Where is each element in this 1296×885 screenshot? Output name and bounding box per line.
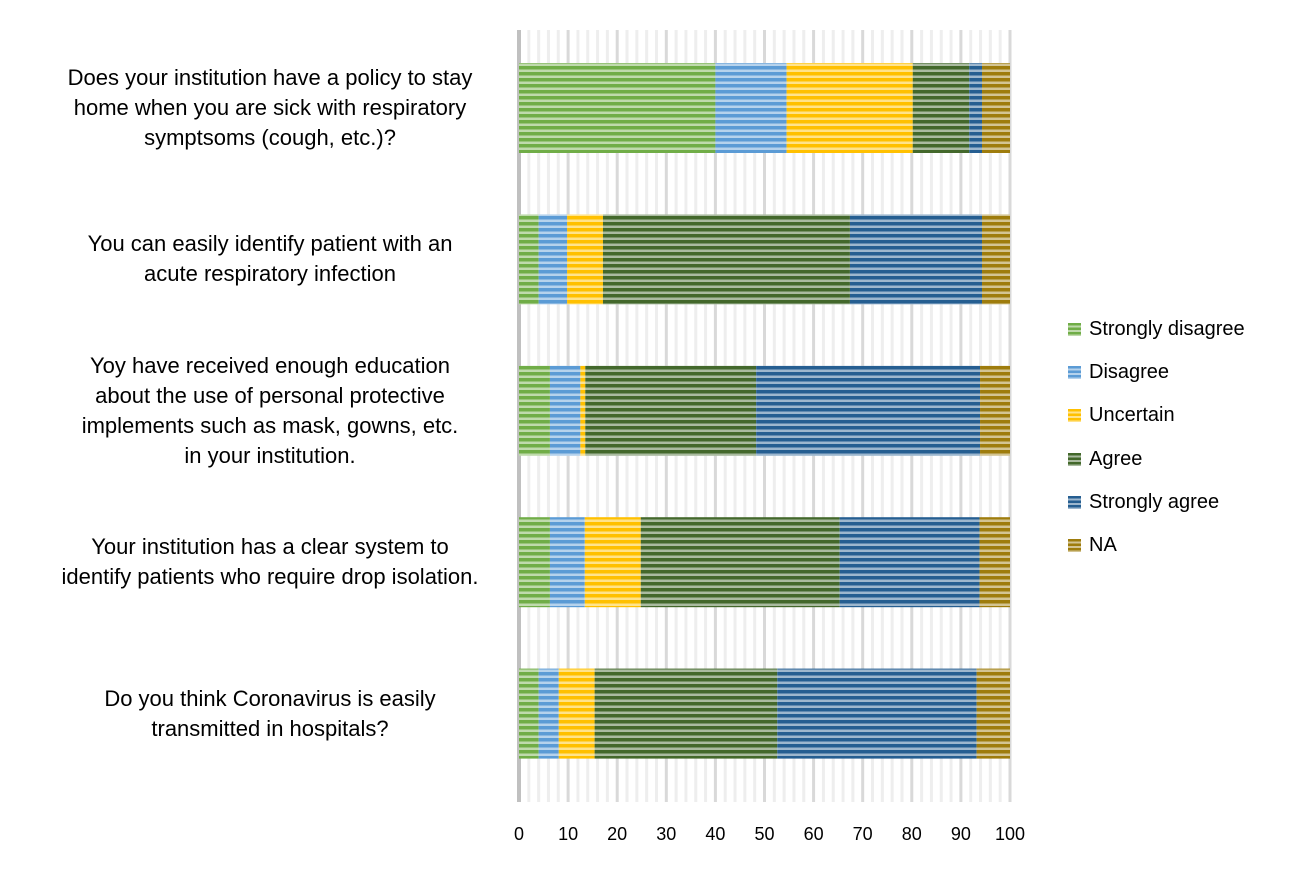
x-tick-label: 30 [656, 824, 676, 844]
x-tick-label: 80 [902, 824, 922, 844]
legend: Strongly disagree Disagree Uncertain Agree S… [1068, 308, 1245, 567]
legend-swatch [1068, 539, 1081, 553]
bar-segment-agree [912, 63, 970, 153]
legend-swatch [1068, 366, 1081, 380]
bar-segment-strongly-agree [839, 517, 980, 608]
bar-segment-strongly-disagree [519, 63, 716, 153]
legend-item: Agree [1068, 438, 1245, 481]
legend-item: Strongly disagree [1068, 308, 1245, 351]
category-label-line: Your institution has a clear system to [91, 534, 449, 560]
bar-segment-na [982, 214, 1010, 305]
legend-swatch [1068, 452, 1081, 466]
x-tick-label: 70 [853, 824, 873, 844]
bar-segment-strongly-agree [849, 214, 983, 305]
bar-segment-agree [602, 214, 850, 305]
legend-item: Uncertain [1068, 394, 1245, 437]
legend-swatch [1068, 323, 1081, 337]
bars [519, 63, 1010, 759]
bar-segment-uncertain [567, 214, 603, 305]
bar-segment-uncertain [580, 365, 586, 456]
bar-segment-uncertain [786, 63, 913, 153]
bar-segment-strongly-disagree [519, 668, 539, 759]
bar-segment-uncertain [558, 668, 595, 759]
category-label-line: implements such as mask, gowns, etc. [81, 412, 459, 438]
legend-swatch [1068, 409, 1081, 423]
x-tick-label: 0 [514, 824, 524, 844]
category-label-line: transmitted in hospitals? [151, 715, 389, 741]
category-label: Yoy have received enough education about … [20, 351, 520, 471]
category-label-line: Do you think Coronavirus is easily [104, 685, 436, 711]
bar-segment-disagree [549, 517, 585, 608]
bar-segment-na [979, 517, 1010, 608]
legend-label: NA [1089, 534, 1117, 557]
bar-segment-agree [594, 668, 778, 759]
bar-segment-na [982, 63, 1010, 153]
category-label-line: identify patients who require drop isola… [61, 564, 479, 590]
legend-item: Strongly agree [1068, 481, 1245, 524]
bar-segment-na [976, 668, 1010, 759]
category-label-line: Does your institution have a policy to s… [67, 65, 473, 90]
category-label: Does your institution have a policy to s… [20, 63, 520, 153]
legend-label: Disagree [1089, 361, 1170, 384]
category-label-line: You can easily identify patient with an [87, 231, 453, 257]
category-label-line: Yoy have received enough education [89, 352, 451, 378]
category-label-line: acute respiratory infection [144, 261, 396, 287]
bar-segment-strongly-agree [756, 365, 981, 456]
x-axis-ticks: 0 10 20 30 40 50 60 70 80 90 100 [514, 824, 1025, 844]
bar-segment-disagree [549, 365, 581, 456]
x-tick-label: 100 [995, 824, 1025, 844]
bar-segment-strongly-disagree [519, 214, 539, 305]
bar-segment-disagree [538, 214, 568, 305]
bar-segment-strongly-agree [969, 63, 983, 153]
bar-segment-strongly-disagree [519, 365, 550, 456]
x-tick-label: 20 [607, 824, 627, 844]
x-tick-label: 40 [705, 824, 725, 844]
bar-segment-na [980, 365, 1010, 456]
bar-segment-agree [640, 517, 840, 608]
bar-segment-strongly-disagree [519, 517, 550, 608]
category-label: You can easily identify patient with an a… [20, 229, 520, 289]
bar-segment-strongly-agree [777, 668, 977, 759]
x-tick-label: 90 [951, 824, 971, 844]
bar-segment-disagree [715, 63, 787, 153]
category-label-line: in your institution. [184, 442, 356, 468]
legend-item: NA [1068, 524, 1245, 567]
legend-label: Uncertain [1089, 404, 1175, 427]
category-label: Do you think Coronavirus is easily transm… [20, 684, 520, 744]
category-label-line: symptsoms (cough, etc.)? [144, 125, 396, 150]
bar-segment-disagree [538, 668, 559, 759]
x-tick-label: 50 [754, 824, 774, 844]
legend-label: Strongly agree [1089, 490, 1220, 513]
x-tick-label: 60 [804, 824, 824, 844]
legend-label: Strongly disagree [1089, 318, 1245, 341]
category-label-line: about the use of personal protective [95, 382, 445, 408]
bar-segment-agree [585, 365, 757, 456]
legend-label: Agree [1089, 447, 1143, 470]
legend-item: Disagree [1068, 351, 1245, 394]
bar-segment-uncertain [584, 517, 641, 608]
category-label: Your institution has a clear system to id… [20, 532, 520, 592]
legend-swatch [1068, 495, 1081, 509]
category-label-line: home when you are sick with respiratory [73, 95, 467, 120]
x-tick-label: 10 [558, 824, 578, 844]
